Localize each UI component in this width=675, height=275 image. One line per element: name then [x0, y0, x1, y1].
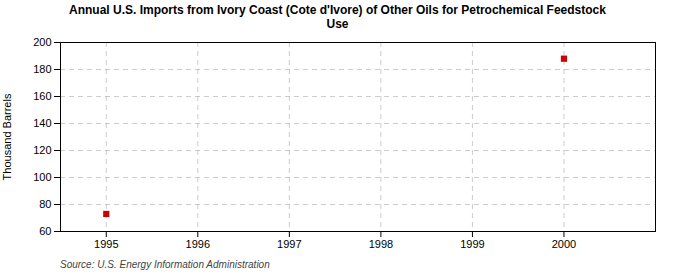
svg-text:60: 60 — [39, 225, 51, 237]
svg-text:160: 160 — [33, 90, 51, 102]
svg-text:100: 100 — [33, 171, 51, 183]
svg-text:140: 140 — [33, 117, 51, 129]
html-text:Annual U.S. Imports from Ivory: Annual U.S. Imports from Ivory Coast (Co… — [69, 3, 606, 32]
svg-text:200: 200 — [33, 36, 51, 48]
svg-text:1998: 1998 — [369, 238, 393, 250]
svg-text:1997: 1997 — [277, 238, 301, 250]
svg-text:2000: 2000 — [552, 238, 576, 250]
svg-text:180: 180 — [33, 63, 51, 75]
svg-text:80: 80 — [39, 198, 51, 210]
svg-text:1999: 1999 — [460, 238, 484, 250]
svg-text:1995: 1995 — [94, 238, 118, 250]
svg-text:Thousand Barrels: Thousand Barrels — [1, 93, 13, 180]
svg-text:120: 120 — [33, 144, 51, 156]
svg-text:1996: 1996 — [186, 238, 210, 250]
html-text:Source: U.S. Energy Informatio: Source: U.S. Energy Information Administ… — [60, 258, 270, 270]
